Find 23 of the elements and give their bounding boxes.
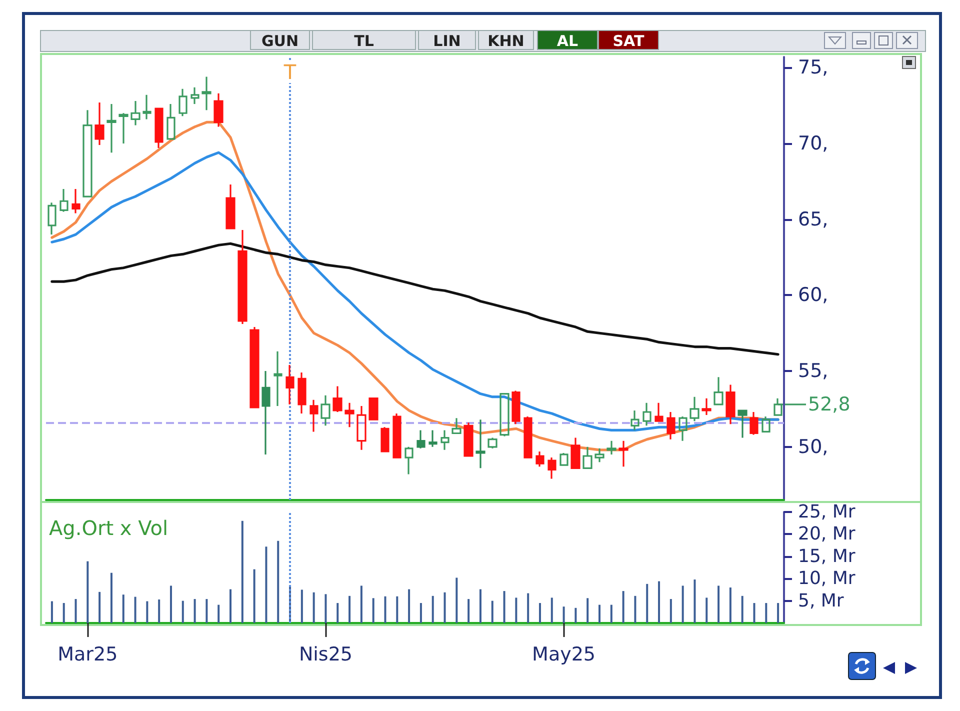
y-tick-label: 25, Mr bbox=[798, 502, 856, 522]
y-tick-label: 65, bbox=[798, 208, 828, 230]
text: LIN bbox=[418, 30, 476, 50]
text: AL bbox=[537, 30, 598, 50]
y-tick-label: 10, Mr bbox=[798, 568, 856, 590]
y-tick-label: 70, bbox=[798, 132, 828, 154]
text: KHN bbox=[478, 30, 534, 50]
annotation: T bbox=[282, 60, 297, 84]
x-tick-label: Nis25 bbox=[298, 644, 353, 666]
text: TL bbox=[312, 30, 416, 50]
y-tick-label: 50, bbox=[798, 436, 828, 458]
text: GUN bbox=[250, 30, 310, 50]
x-tick-label: Mar25 bbox=[58, 644, 118, 666]
x-tick-label: May25 bbox=[532, 644, 596, 666]
y-tick-label: 15, Mr bbox=[798, 546, 856, 567]
ref-line-label: 52,8 bbox=[808, 393, 850, 416]
y-tick-label: 55, bbox=[798, 360, 828, 382]
y-tick-label: 5, Mr bbox=[798, 590, 844, 612]
y-tick-label: 60, bbox=[798, 284, 828, 306]
y-tick-label: 20, Mr bbox=[798, 524, 856, 545]
text: SAT bbox=[598, 30, 659, 50]
chart-title: Ag.Ort x Vol bbox=[49, 516, 168, 540]
y-tick-label: 75, bbox=[798, 56, 828, 79]
